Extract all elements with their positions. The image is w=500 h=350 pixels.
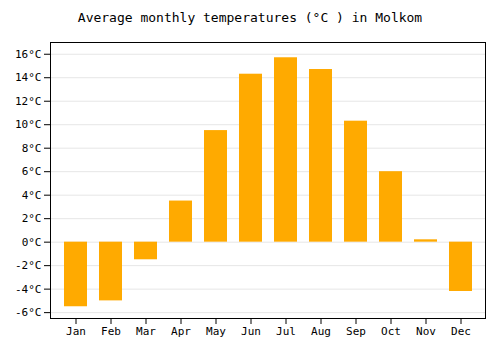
svg-text:Jun: Jun	[241, 325, 261, 338]
svg-text:6°C: 6°C	[22, 165, 42, 178]
svg-text:16°C: 16°C	[15, 48, 42, 61]
svg-text:4°C: 4°C	[22, 189, 42, 202]
svg-text:Jul: Jul	[276, 325, 296, 338]
svg-text:8°C: 8°C	[22, 142, 42, 155]
svg-text:Mar: Mar	[136, 325, 156, 338]
svg-text:Apr: Apr	[171, 325, 191, 338]
svg-text:Sep: Sep	[346, 325, 366, 338]
svg-text:-2°C: -2°C	[15, 259, 42, 272]
svg-text:Feb: Feb	[101, 325, 121, 338]
svg-text:Jan: Jan	[66, 325, 86, 338]
svg-text:-4°C: -4°C	[15, 283, 42, 296]
svg-text:May: May	[206, 325, 226, 338]
svg-text:-6°C: -6°C	[15, 306, 42, 319]
svg-text:2°C: 2°C	[22, 212, 42, 225]
svg-text:0°C: 0°C	[22, 236, 42, 249]
svg-text:10°C: 10°C	[15, 118, 42, 131]
svg-text:Dec: Dec	[451, 325, 471, 338]
svg-text:Nov: Nov	[416, 325, 436, 338]
html-text:Average monthly temperatures (: Average monthly temperatures (°C ) in Mo…	[77, 10, 423, 25]
svg-text:Oct: Oct	[381, 325, 401, 338]
svg-text:14°C: 14°C	[15, 71, 42, 84]
svg-text:Aug: Aug	[311, 325, 331, 338]
svg-text:12°C: 12°C	[15, 95, 42, 108]
